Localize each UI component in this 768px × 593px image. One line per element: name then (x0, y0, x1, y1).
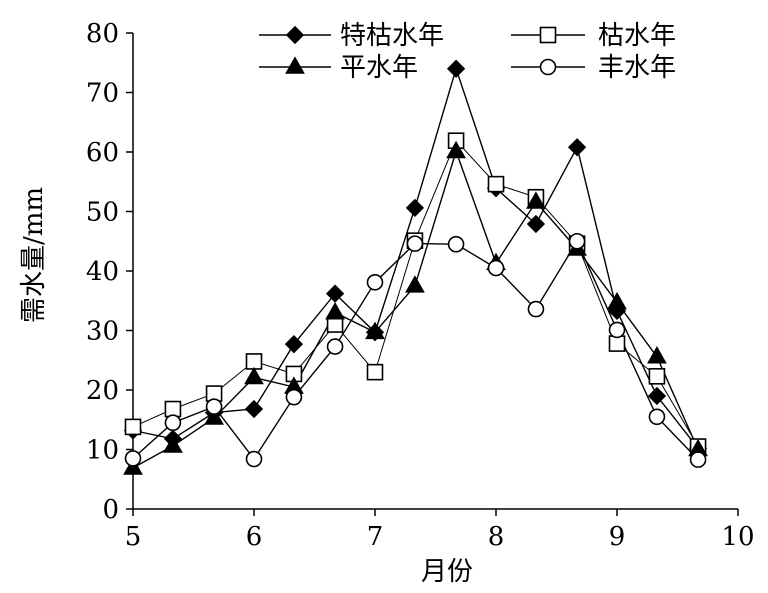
data-point-square (164, 400, 182, 418)
data-point-triangle (446, 140, 466, 159)
data-point-circle (205, 398, 223, 415)
data-point-triangle (647, 346, 667, 364)
data-point-circle (164, 414, 182, 432)
data-point-triangle (365, 321, 385, 340)
data-point-square (124, 418, 142, 436)
data-point-diamond (284, 335, 304, 354)
y-tick-label: 70 (86, 79, 119, 109)
data-point-circle (124, 450, 142, 467)
legend-marker-circle (539, 58, 557, 76)
data-point-diamond (647, 386, 667, 406)
legend-marker-diamond (285, 25, 305, 45)
data-point-square (648, 368, 666, 385)
data-point-square (245, 353, 263, 370)
data-point-circle (447, 235, 465, 253)
data-point-triangle (325, 302, 345, 320)
x-tick-label: 8 (488, 522, 505, 552)
legend-label: 平水年 (340, 53, 418, 83)
y-tick-label: 20 (86, 376, 119, 406)
y-tick-label: 40 (86, 257, 119, 287)
x-tick-label: 5 (125, 522, 142, 552)
y-tick-label: 60 (86, 138, 119, 168)
data-point-circle (406, 235, 424, 252)
legend-marker-square (539, 26, 557, 44)
data-point-triangle (163, 435, 183, 453)
y-tick-label: 80 (86, 19, 119, 49)
y-tick-label: 30 (86, 317, 119, 347)
y-tick-label: 10 (86, 436, 119, 466)
x-tick-label: 9 (609, 522, 626, 552)
data-point-diamond (244, 399, 264, 419)
legend-label: 枯水年 (598, 21, 676, 51)
data-point-circle (245, 450, 263, 468)
data-point-circle (568, 232, 586, 250)
data-point-diamond (446, 59, 466, 78)
data-point-triangle (405, 275, 425, 293)
x-axis-title: 月份 (421, 557, 473, 587)
legend-marker-triangle (285, 56, 305, 74)
data-point-circle (527, 300, 545, 318)
data-point-diamond (567, 138, 587, 157)
x-tick-label: 6 (246, 522, 263, 552)
y-axis-title: 需水量/mm (19, 187, 49, 323)
data-point-circle (648, 408, 666, 426)
data-point-circle (689, 451, 707, 468)
data-point-diamond (405, 198, 425, 218)
series-markers (123, 59, 708, 475)
data-point-square (487, 175, 505, 193)
data-point-triangle (607, 291, 627, 310)
data-point-circle (487, 259, 505, 277)
y-tick-label: 50 (86, 198, 119, 228)
data-point-triangle (244, 366, 264, 385)
legend-label: 特枯水年 (340, 21, 444, 51)
data-point-diamond (325, 284, 345, 303)
x-tick-label: 10 (721, 522, 754, 552)
data-point-square (366, 363, 384, 381)
y-tick-label: 0 (102, 495, 119, 525)
x-tick-label: 7 (367, 522, 384, 552)
data-point-diamond (526, 214, 546, 234)
data-point-square (608, 335, 626, 352)
legend-label: 丰水年 (598, 53, 676, 83)
data-point-circle (326, 338, 344, 355)
data-point-triangle (526, 191, 546, 209)
axes: 0 10 20 30 40 50 60 70 80 5 6 7 8 9 10 (86, 19, 755, 552)
data-point-triangle (204, 407, 224, 425)
data-point-circle (285, 388, 303, 406)
data-point-circle (608, 321, 626, 339)
data-point-circle (366, 274, 384, 291)
